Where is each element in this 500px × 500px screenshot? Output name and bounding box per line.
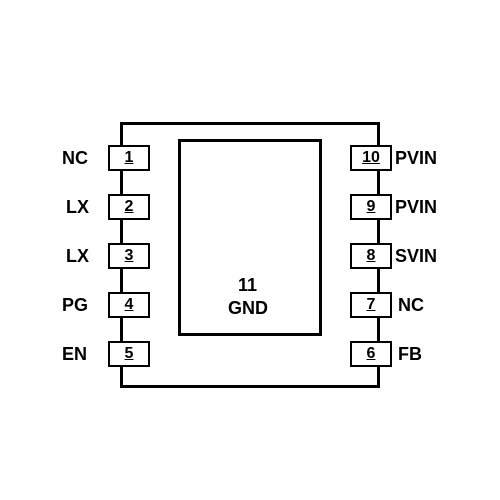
pin-6-box: 6 — [350, 341, 392, 367]
pin-3-label: LX — [66, 246, 89, 267]
pin-10-box: 10 — [350, 145, 392, 171]
pin-8-number: 8 — [367, 247, 376, 265]
pin-8-label: SVIN — [395, 246, 437, 267]
pin-1-number: 1 — [125, 149, 134, 167]
pin-4-box: 4 — [108, 292, 150, 318]
pin-3-number: 3 — [125, 247, 134, 265]
pin-8-box: 8 — [350, 243, 392, 269]
pin-6-label: FB — [398, 344, 422, 365]
pin-9-number: 9 — [367, 198, 376, 216]
pin-9-box: 9 — [350, 194, 392, 220]
pin-7-number: 7 — [367, 296, 376, 314]
pin-6-number: 6 — [367, 345, 376, 363]
pin-2-number: 2 — [125, 198, 134, 216]
pin-1-box: 1 — [108, 145, 150, 171]
pin-10-number: 10 — [362, 149, 380, 167]
pin-7-box: 7 — [350, 292, 392, 318]
thermal-pad-name: GND — [228, 298, 268, 319]
pin-5-box: 5 — [108, 341, 150, 367]
pin-9-label: PVIN — [395, 197, 437, 218]
pin-7-label: NC — [398, 295, 424, 316]
pin-2-label: LX — [66, 197, 89, 218]
pin-1-label: NC — [62, 148, 88, 169]
pin-5-number: 5 — [125, 345, 134, 363]
pin-3-box: 3 — [108, 243, 150, 269]
pin-4-label: PG — [62, 295, 88, 316]
thermal-pad-number: 11 — [238, 275, 257, 296]
pin-5-label: EN — [62, 344, 87, 365]
pin-4-number: 4 — [125, 296, 134, 314]
pin-2-box: 2 — [108, 194, 150, 220]
pin-10-label: PVIN — [395, 148, 437, 169]
